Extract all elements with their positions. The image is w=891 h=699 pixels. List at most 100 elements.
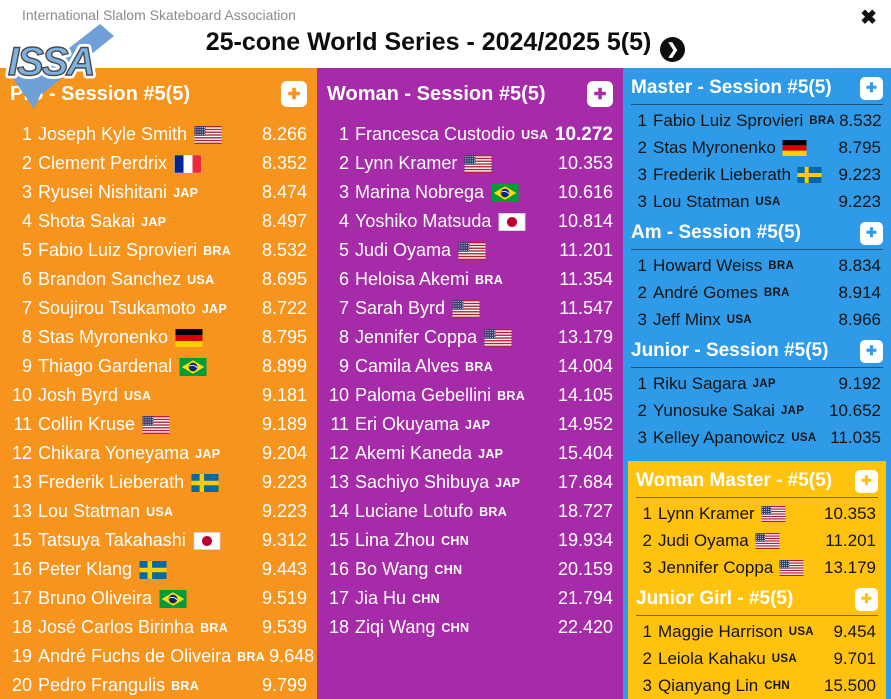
flag-usa-icon: [755, 532, 780, 549]
leaderboard-row: 6 Heloisa Akemi BRA 11.354: [327, 265, 613, 294]
score: 13.179: [824, 557, 876, 577]
logo-text: ISSA: [8, 40, 93, 84]
competitor-name: Jia Hu: [355, 588, 407, 608]
competitor-name: Fabio Luiz Sprovieri: [653, 110, 804, 130]
competitor-name: Maggie Harrison: [658, 621, 783, 641]
rows-list: 1 Fabio Luiz Sprovieri BRA 8.532 2 Stas Myron…: [623, 107, 891, 215]
flag-usa-icon: [484, 328, 512, 347]
score: 9.519: [261, 588, 307, 608]
leaderboard-row: 16 Peter Klang 9.443: [10, 555, 307, 584]
score: 8.914: [838, 282, 881, 302]
flag-jpn-icon: [498, 212, 526, 231]
pro-column: Pro - Session #5(5) ✚ 1 Joseph Kyle Smith 8.…: [0, 68, 317, 699]
leaderboard-row: 13 Sachiyo Shibuya JAP 17.684: [327, 468, 613, 497]
country-code: JAP: [173, 185, 199, 200]
competitor-name: Jennifer Coppa: [355, 327, 478, 347]
close-icon[interactable]: ✖: [860, 7, 877, 29]
rank: 18: [11, 617, 32, 637]
rank: 3: [21, 182, 32, 202]
country-code: USA: [146, 504, 174, 519]
expand-section-button[interactable]: ✚: [855, 587, 878, 611]
rank: 7: [338, 298, 349, 318]
country-code: USA: [187, 272, 215, 287]
flag-usa-icon: [194, 125, 222, 144]
score: 10.353: [557, 153, 613, 173]
competitor-name: Frederik Lieberath: [38, 472, 185, 492]
competitor-name: Stas Myronenko: [38, 327, 169, 347]
score: 18.727: [557, 501, 613, 521]
expand-section-button[interactable]: ✚: [587, 81, 613, 107]
score: 13.179: [557, 327, 613, 347]
rows-list: 1 Riku Sagara JAP 9.192 2 Yunosuke Sakai JAP 10…: [623, 370, 891, 451]
expand-section-button[interactable]: ✚: [860, 339, 883, 363]
rank: 13: [11, 472, 32, 492]
flag-usa-icon: [779, 559, 804, 576]
leaderboard-row: 3 Qianyang Lin CHN 15.500: [638, 672, 876, 699]
score: 11.201: [559, 240, 613, 260]
junior-section: Junior - Session #5(5) ✚ 1 Riku Sagara JAP 9.…: [623, 333, 891, 451]
rank: 1: [21, 124, 32, 144]
competitor-name: Riku Sagara: [653, 373, 747, 393]
rank: 10: [11, 385, 32, 405]
expand-section-button[interactable]: ✚: [281, 81, 307, 107]
expand-section-button[interactable]: ✚: [860, 76, 883, 100]
leaderboard-row: 6 Brandon Sanchez USA 8.695: [10, 265, 307, 294]
leaderboard-row: 18 José Carlos Birinha BRA 9.539: [10, 613, 307, 642]
rank: 1: [637, 373, 647, 393]
flag-swe-icon: [139, 560, 167, 579]
competitor-name: Brandon Sanchez: [38, 269, 182, 289]
rank: 6: [338, 269, 349, 289]
leaderboard-row: 1 Maggie Harrison USA 9.454: [638, 618, 876, 645]
competitor-name: Judi Oyama: [658, 530, 749, 550]
country-code: JAP: [495, 475, 521, 490]
leaderboard-row: 12 Akemi Kaneda JAP 15.404: [327, 439, 613, 468]
logo-text-outline: ISSA: [8, 40, 93, 84]
score: 22.420: [557, 617, 613, 637]
score: 8.722: [261, 298, 307, 318]
score: 9.223: [261, 501, 307, 521]
leaderboard-row: 5 Judi Oyama 11.201: [327, 236, 613, 265]
expand-section-button[interactable]: ✚: [855, 469, 878, 493]
right-column: Master - Session #5(5) ✚ 1 Fabio Luiz Sprov…: [623, 68, 891, 699]
next-event-chevron-icon[interactable]: ❯: [660, 36, 686, 62]
expand-section-button[interactable]: ✚: [860, 221, 883, 245]
competitor-name: Jennifer Coppa: [658, 557, 774, 577]
score: 8.352: [261, 153, 307, 173]
competitor-name: Joseph Kyle Smith: [38, 124, 188, 144]
competitor-name: Lou Statman: [653, 191, 750, 211]
competitor-name: Pedro Frangulis: [38, 675, 166, 695]
country-code: JAP: [780, 404, 805, 417]
master-section: Master - Session #5(5) ✚ 1 Fabio Luiz Sprov…: [623, 68, 891, 215]
rank: 9: [338, 356, 349, 376]
score: 8.695: [261, 269, 307, 289]
issa-logo: ISSA ISSA: [4, 22, 116, 115]
competitor-name: Eri Okuyama: [355, 414, 460, 434]
country-code: JAP: [465, 417, 491, 432]
issa-arrow-icon: ISSA ISSA: [5, 24, 114, 109]
score: 9.443: [261, 559, 307, 579]
competitor-name: Bruno Oliveira: [38, 588, 153, 608]
score: 10.814: [557, 211, 613, 231]
rank: 2: [21, 153, 32, 173]
rank: 7: [21, 298, 32, 318]
country-code: JAP: [752, 377, 776, 390]
competitor-name: Sarah Byrd: [355, 298, 446, 318]
leaderboard-row: 8 Jennifer Coppa 13.179: [327, 323, 613, 352]
leaderboard-row: 11 Collin Kruse 9.189: [10, 410, 307, 439]
score: 21.794: [557, 588, 613, 608]
rank: 18: [328, 617, 349, 637]
section-title: Am - Session #5(5): [631, 222, 801, 243]
score: 15.404: [557, 443, 613, 463]
section-header: Junior Girl - #5(5) ✚: [636, 585, 878, 616]
score: 9.192: [838, 373, 881, 393]
competitor-name: Sachiyo Shibuya: [355, 472, 490, 492]
leaderboard-row: 3 Marina Nobrega 10.616: [327, 178, 613, 207]
event-title: 25-cone World Series - 2024/2025 5(5): [205, 28, 652, 56]
leaderboard-row: 9 Camila Alves BRA 14.004: [327, 352, 613, 381]
score: 9.204: [261, 443, 307, 463]
country-code: JAP: [195, 446, 221, 461]
rank: 8: [338, 327, 349, 347]
score: 14.105: [557, 385, 613, 405]
leaderboard-row: 13 Lou Statman USA 9.223: [10, 497, 307, 526]
